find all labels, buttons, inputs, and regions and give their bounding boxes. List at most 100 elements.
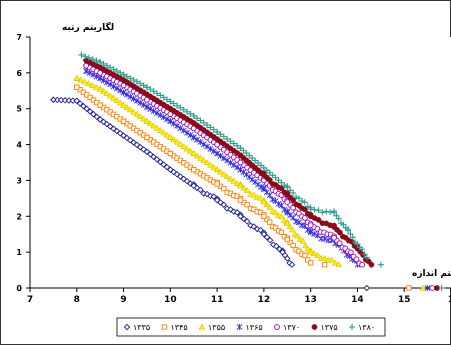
data-point — [323, 208, 330, 215]
x-axis-title: اریتم اندازه — [412, 269, 451, 279]
data-point — [257, 226, 264, 234]
data-point — [180, 143, 188, 150]
data-point — [284, 255, 291, 262]
data-point — [120, 132, 127, 139]
data-point — [331, 259, 339, 266]
data-point — [237, 197, 244, 203]
data-point — [237, 182, 244, 189]
data-point — [210, 148, 217, 155]
data-point — [170, 120, 177, 127]
x-tick-label: 1 — [448, 295, 451, 305]
data-point — [110, 94, 117, 101]
data-point — [117, 69, 124, 76]
legend-marker — [349, 324, 355, 330]
data-point — [207, 145, 214, 152]
data-point — [160, 94, 167, 101]
data-point — [286, 223, 294, 230]
data-point — [73, 74, 81, 81]
data-point — [284, 199, 291, 205]
data-point — [237, 166, 244, 173]
data-point — [283, 220, 291, 226]
data-point — [217, 131, 224, 138]
data-point — [240, 215, 248, 223]
data-point — [220, 155, 227, 162]
data-point — [197, 139, 204, 146]
data-point — [144, 134, 150, 141]
data-point — [143, 84, 150, 91]
data-point — [308, 260, 314, 266]
data-point — [191, 167, 197, 173]
data-point — [120, 77, 127, 83]
data-point — [166, 133, 174, 140]
data-point — [143, 117, 151, 124]
data-point — [83, 57, 89, 64]
data-point — [294, 232, 302, 239]
data-point — [244, 202, 250, 208]
legend-item: ۱۳۵۵ — [198, 323, 225, 332]
x-tick-label: 12 — [258, 295, 271, 305]
data-point — [278, 229, 285, 235]
legend-marker — [198, 323, 206, 330]
data-point — [349, 234, 356, 241]
data-point — [261, 172, 267, 178]
data-point — [184, 129, 190, 136]
data-point — [335, 215, 342, 222]
data-point — [353, 256, 360, 263]
data-point — [153, 90, 160, 97]
data-point — [85, 80, 92, 87]
data-point — [97, 70, 104, 76]
data-point — [327, 209, 334, 216]
data-point — [311, 206, 318, 213]
data-point — [167, 105, 174, 112]
data-point — [93, 57, 100, 64]
data-point — [160, 114, 167, 121]
x-tick-label: 10 — [164, 295, 177, 305]
data-point — [307, 222, 314, 229]
data-point — [106, 123, 114, 130]
data-point — [230, 162, 237, 169]
data-point — [183, 145, 191, 152]
data-point — [237, 213, 244, 220]
data-point — [144, 103, 150, 110]
data-point — [143, 148, 151, 155]
data-point — [197, 186, 204, 194]
data-point — [293, 194, 300, 201]
data-point — [321, 235, 328, 242]
data-point — [220, 201, 228, 208]
data-point — [120, 82, 127, 89]
legend-label: ۱۳۶۵ — [246, 323, 263, 332]
data-point — [230, 140, 237, 147]
data-point — [314, 251, 322, 258]
data-point — [163, 131, 171, 138]
data-point — [290, 214, 297, 221]
data-point — [278, 213, 285, 219]
data-point — [213, 166, 221, 173]
data-point — [207, 161, 214, 168]
data-point — [110, 66, 117, 73]
data-point — [266, 192, 273, 199]
data-point — [97, 59, 104, 66]
data-point — [337, 229, 343, 236]
data-point — [164, 116, 170, 123]
data-point — [315, 207, 322, 214]
data-point — [276, 245, 283, 253]
data-point — [272, 225, 279, 231]
y-tick-label: 2 — [16, 212, 22, 221]
data-point — [160, 129, 167, 136]
data-point — [194, 115, 201, 122]
x-tick-label: 14 — [351, 295, 364, 305]
data-point — [180, 106, 187, 113]
data-point — [257, 194, 264, 201]
data-point — [120, 71, 127, 78]
legend-label: ۱۳۷۵ — [321, 323, 338, 332]
data-point — [177, 125, 184, 132]
data-point — [438, 285, 445, 291]
data-point — [156, 127, 164, 133]
series-5 — [83, 62, 436, 291]
data-point — [140, 82, 147, 89]
data-point — [194, 136, 200, 143]
data-point — [160, 161, 167, 168]
legend-marker — [161, 324, 168, 330]
y-tick-label: 6 — [16, 69, 22, 78]
data-point — [419, 284, 427, 291]
